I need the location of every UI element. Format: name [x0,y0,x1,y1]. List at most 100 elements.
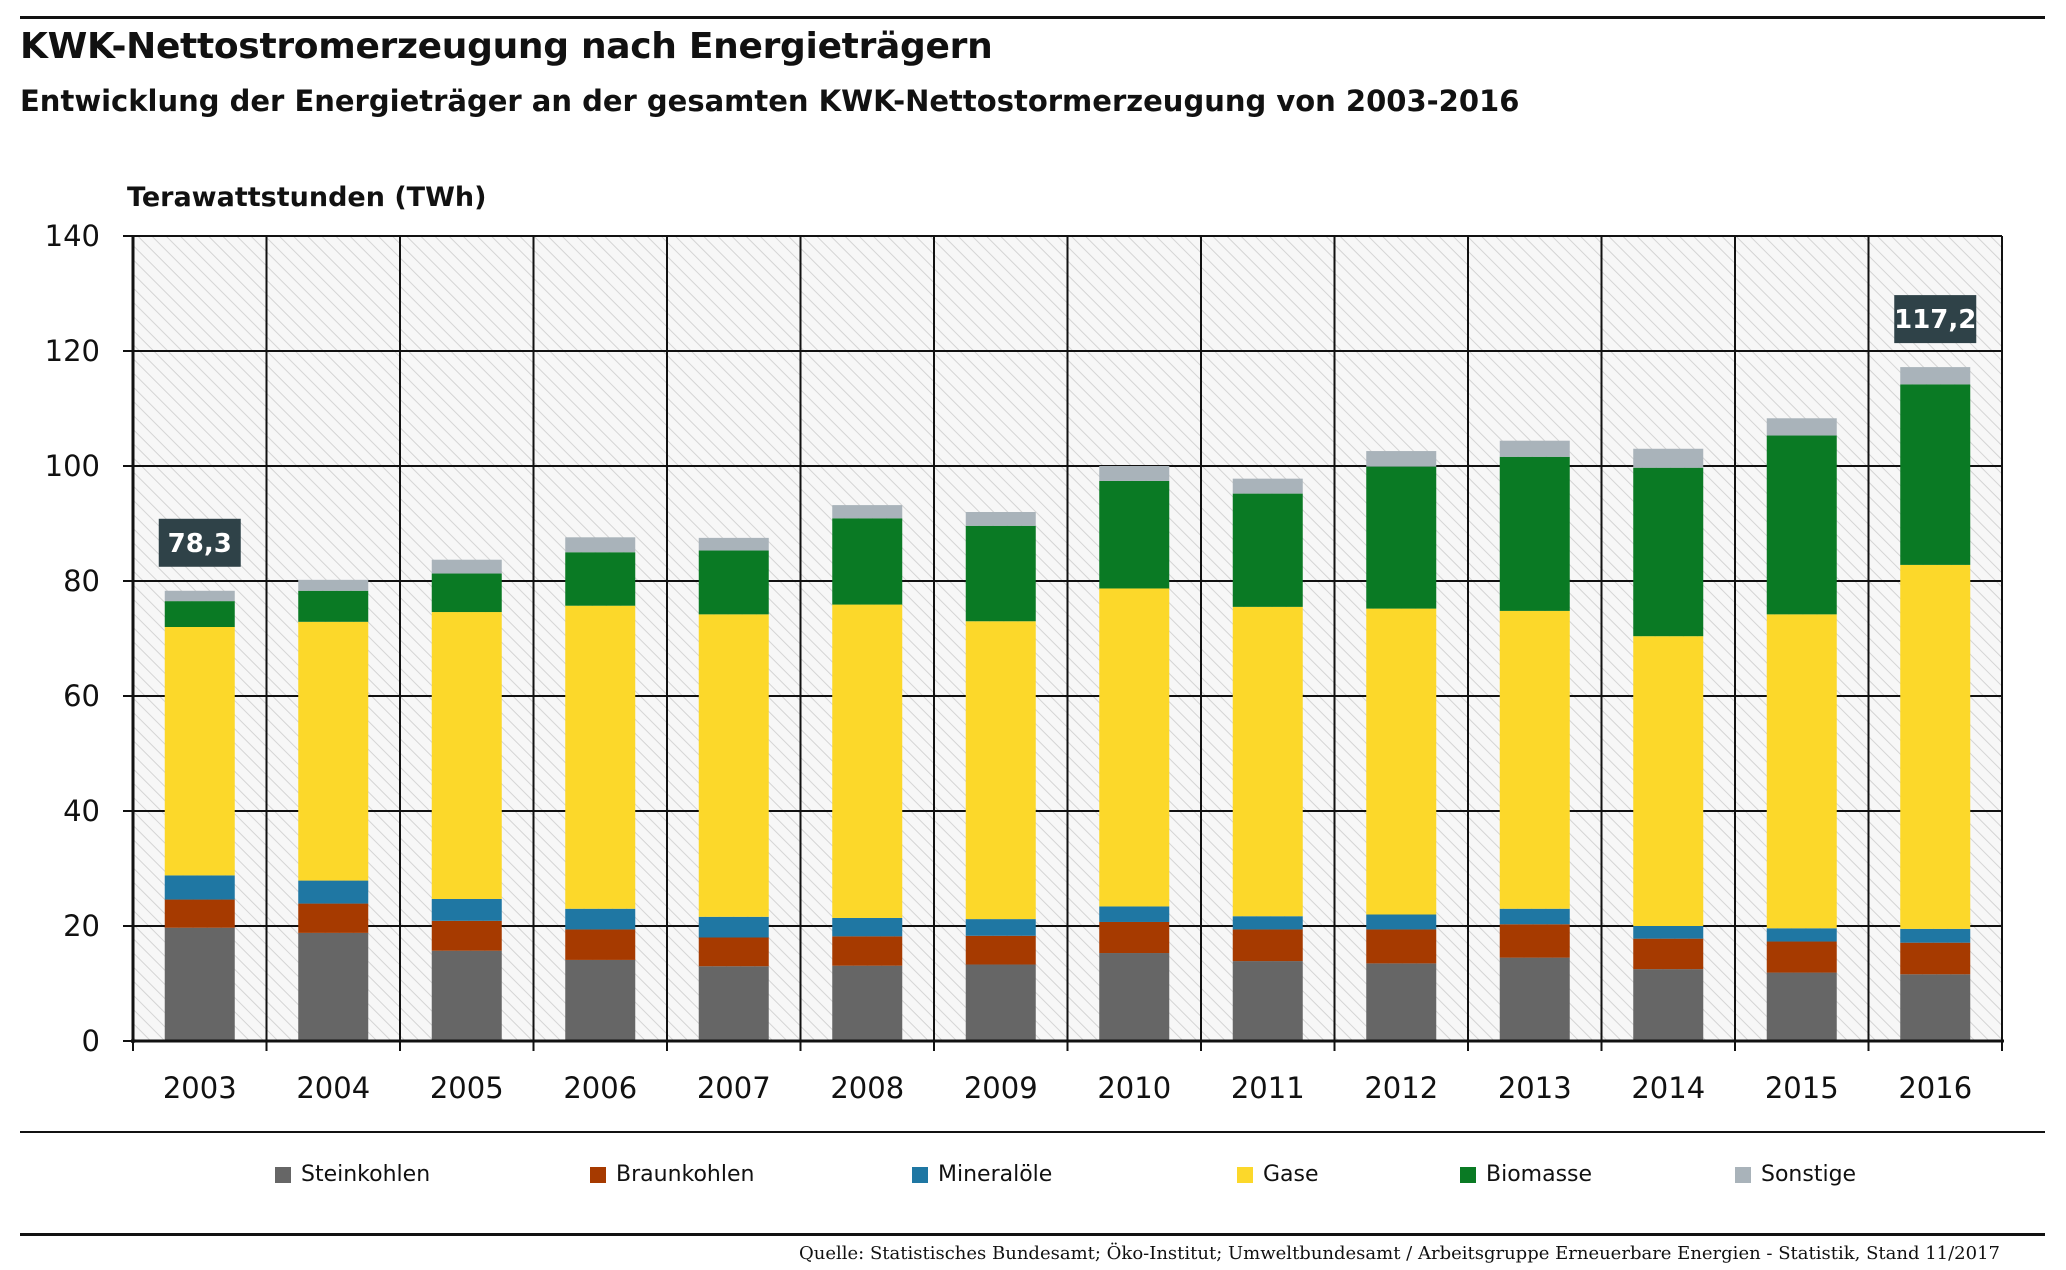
bar-segment-mineralöle [1633,926,1704,939]
bar-segment-steinkohlen [1633,969,1704,1041]
bar-segment-steinkohlen [1232,961,1303,1041]
bar-segment-biomasse [1366,466,1437,609]
bar-segment-mineralöle [298,880,369,904]
bar-segment-steinkohlen [1099,953,1170,1041]
bar-segment-braunkohlen [1099,921,1170,954]
x-tick-label: 2014 [1631,1071,1705,1105]
bar-segment-sonstige [1366,451,1437,467]
bar-segment-gase [164,627,235,876]
y-tick-label: 60 [63,679,100,713]
x-tick-label: 2015 [1765,1071,1839,1105]
bar-segment-biomasse [164,601,235,627]
bar-segment-sonstige [1766,418,1837,436]
bar-segment-steinkohlen [1366,963,1437,1041]
x-tick-label: 2010 [1097,1071,1171,1105]
bar-segment-sonstige [164,590,235,602]
bar-segment-mineralöle [1900,928,1971,943]
bar-segment-biomasse [965,525,1036,622]
total-label: 78,3 [168,529,232,559]
bar-segment-steinkohlen [298,932,369,1041]
bar-segment-sonstige [1099,466,1170,481]
bar-segment-mineralöle [1499,908,1570,925]
bar-segment-biomasse [698,550,769,615]
x-tick-label: 2008 [830,1071,904,1105]
x-tick-label: 2003 [163,1071,237,1105]
bar-segment-gase [298,621,369,881]
bar-segment-gase [1900,564,1971,929]
bar-segment-steinkohlen [565,959,636,1041]
legend-swatch [1460,1166,1476,1183]
bar-segment-biomasse [832,518,903,605]
bar-segment-gase [1499,610,1570,909]
bar-segment-mineralöle [565,908,636,930]
bar-segment-mineralöle [1366,914,1437,930]
y-tick-label: 120 [45,334,100,368]
bar-segment-sonstige [1900,367,1971,385]
legend-item-gase: Gase [1237,1162,1319,1187]
y-tick-label: 100 [45,449,100,483]
legend-swatch [590,1166,606,1183]
bar-segment-braunkohlen [1232,929,1303,962]
x-tick-label: 2012 [1364,1071,1438,1105]
bar-segment-steinkohlen [698,966,769,1041]
x-tick-label: 2004 [296,1071,370,1105]
bar-segment-mineralöle [698,916,769,938]
bar-segment-sonstige [1232,478,1303,494]
bar-segment-sonstige [1633,448,1704,468]
bar-segment-sonstige [298,579,369,591]
bar-segment-gase [1766,614,1837,929]
bar-segment-mineralöle [1766,928,1837,942]
legend: Steinkohlen Braunkohlen Mineralöle Gase Biom… [0,1162,2066,1198]
legend-label: Gase [1263,1162,1319,1187]
bar-segment-braunkohlen [1633,938,1704,970]
legend-item-biomasse: Biomasse [1460,1162,1592,1187]
legend-label: Steinkohlen [301,1162,431,1187]
y-tick-label: 0 [82,1024,100,1058]
total-annotations: 78,3 117,2 [158,295,1977,567]
bar-segment-braunkohlen [164,899,235,928]
bar-segment-sonstige [965,512,1036,526]
x-tick-label: 2016 [1898,1071,1972,1105]
total-label-box [1894,295,1977,344]
bar-segment-braunkohlen [832,936,903,966]
total-label-box [158,518,241,567]
bar-segment-sonstige [1499,440,1570,457]
bar-segment-braunkohlen [298,903,369,933]
bar-segment-biomasse [298,590,369,622]
bar-segment-steinkohlen [164,927,235,1041]
bar-segment-mineralöle [431,898,502,921]
x-tick-label: 2013 [1498,1071,1572,1105]
x-tick-label: 2006 [563,1071,637,1105]
chart-subtitle: Entwicklung der Energieträger an der ges… [20,84,1520,118]
footer-rule [20,1233,2045,1236]
bar-segment-braunkohlen [698,937,769,967]
legend-item-steinkohlen: Steinkohlen [275,1162,430,1187]
legend-item-mineralöle: Mineralöle [912,1162,1052,1187]
bar-segment-gase [832,604,903,918]
source-note: Quelle: Statistisches Bundesamt; Öko-Ins… [799,1243,2000,1264]
legend-swatch [1735,1166,1751,1183]
bar-segment-biomasse [565,552,636,606]
x-tick-label: 2007 [697,1071,771,1105]
legend-swatch [275,1166,291,1183]
bar-segment-gase [565,605,636,909]
bar-segment-braunkohlen [565,929,636,960]
legend-swatch [912,1166,928,1183]
bars [164,367,1971,1041]
y-tick-label: 80 [63,564,100,598]
legend-label: Sonstige [1761,1162,1857,1187]
chart-title: KWK-Nettostromerzeugung nach Energieträg… [20,26,993,67]
bar-segment-mineralöle [1232,916,1303,930]
axes [123,235,2004,1051]
bar-segment-biomasse [1633,467,1704,637]
bar-segment-sonstige [832,505,903,519]
bar-segment-gase [1366,608,1437,915]
bar-segment-biomasse [1766,435,1837,615]
bar-segment-gase [698,614,769,917]
top-rule [20,16,2045,19]
y-tick-labels: 0 20 40 60 80 100 120 140 [45,219,100,1058]
legend-item-sonstige: Sonstige [1735,1162,1856,1187]
bar-segment-gase [1633,636,1704,926]
bar-segment-braunkohlen [431,920,502,951]
legend-label: Braunkohlen [616,1162,755,1187]
